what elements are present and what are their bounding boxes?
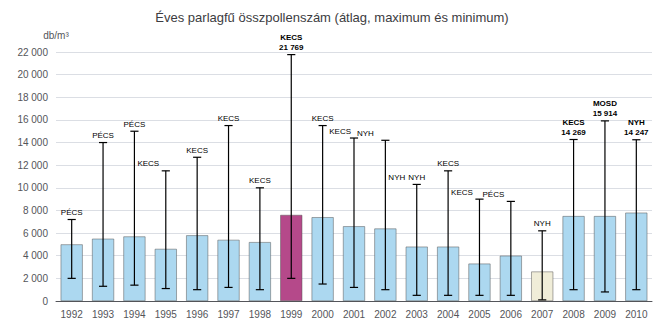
svg-text:KECS: KECS [312,114,334,123]
svg-text:NYH: NYH [408,173,425,182]
svg-text:KECS: KECS [437,159,459,168]
svg-text:1995: 1995 [155,309,178,320]
svg-text:14 269: 14 269 [561,128,586,137]
svg-text:2005: 2005 [468,309,491,320]
svg-text:KECS: KECS [451,188,473,197]
svg-text:10 000: 10 000 [17,182,48,193]
svg-text:KECS: KECS [329,127,351,136]
svg-text:2009: 2009 [594,309,617,320]
svg-text:2010: 2010 [625,309,648,320]
svg-text:KECS: KECS [280,33,303,42]
svg-text:2004: 2004 [437,309,460,320]
svg-text:1993: 1993 [92,309,115,320]
svg-text:6 000: 6 000 [23,228,48,239]
svg-text:1996: 1996 [186,309,209,320]
svg-text:PÉCS: PÉCS [482,190,504,199]
svg-text:1998: 1998 [249,309,272,320]
svg-text:4 000: 4 000 [23,250,48,261]
svg-text:NYH: NYH [357,129,374,138]
svg-text:2000: 2000 [312,309,335,320]
svg-text:16 000: 16 000 [17,114,48,125]
svg-text:12 000: 12 000 [17,160,48,171]
svg-text:0: 0 [42,296,48,307]
svg-text:NYH: NYH [534,219,551,228]
svg-text:8 000: 8 000 [23,205,48,216]
svg-text:14 000: 14 000 [17,137,48,148]
svg-text:18 000: 18 000 [17,92,48,103]
svg-text:1994: 1994 [123,309,146,320]
svg-text:Éves parlagfű összpollenszám (: Éves parlagfű összpollenszám (átlag, max… [155,10,508,25]
svg-text:MOSD: MOSD [593,99,617,108]
svg-text:1997: 1997 [217,309,240,320]
svg-text:21 769: 21 769 [279,43,304,52]
svg-text:22 000: 22 000 [17,47,48,58]
svg-text:15 914: 15 914 [593,109,618,118]
svg-text:KECS: KECS [249,176,271,185]
svg-text:KECS: KECS [218,114,240,123]
svg-text:NYH: NYH [388,173,405,182]
svg-text:2008: 2008 [562,309,585,320]
svg-text:2 000: 2 000 [23,273,48,284]
svg-text:KECS: KECS [562,118,585,127]
svg-text:2006: 2006 [500,309,523,320]
svg-text:1999: 1999 [280,309,303,320]
svg-text:PÉCS: PÉCS [61,208,83,217]
svg-text:NYH: NYH [628,118,645,127]
svg-text:2001: 2001 [343,309,366,320]
svg-text:KECS: KECS [186,146,208,155]
svg-text:2002: 2002 [374,309,397,320]
svg-text:KECS: KECS [137,159,159,168]
svg-text:db/m³: db/m³ [43,30,69,41]
svg-text:1992: 1992 [61,309,84,320]
svg-text:2003: 2003 [406,309,429,320]
svg-text:14 247: 14 247 [624,128,649,137]
svg-text:PÉCS: PÉCS [124,120,146,129]
svg-text:20 000: 20 000 [17,69,48,80]
svg-text:PÉCS: PÉCS [92,131,114,140]
svg-text:2007: 2007 [531,309,554,320]
